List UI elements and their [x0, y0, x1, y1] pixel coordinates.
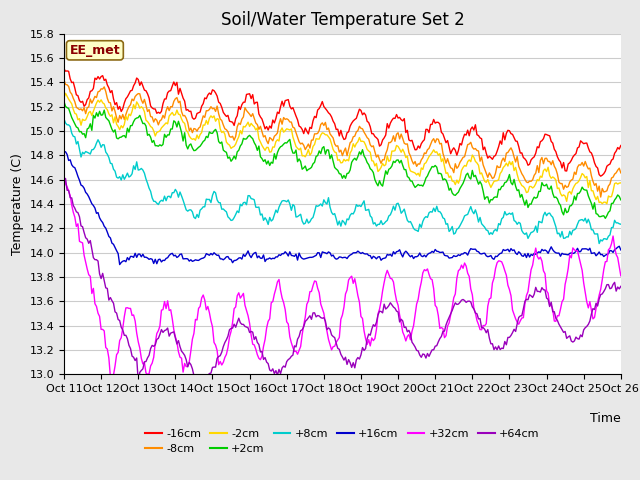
+8cm	[377, 218, 385, 224]
-8cm	[164, 104, 172, 109]
+32cm	[76, 239, 83, 244]
-16cm	[76, 98, 83, 104]
+2cm	[60, 99, 68, 105]
+16cm	[397, 251, 405, 257]
-16cm	[597, 173, 605, 179]
+16cm	[379, 256, 387, 262]
+16cm	[165, 252, 173, 258]
+8cm	[617, 221, 625, 227]
+2cm	[602, 216, 609, 221]
Text: EE_met: EE_met	[70, 44, 120, 57]
Line: +64cm: +64cm	[64, 178, 621, 382]
+64cm	[397, 316, 405, 322]
-2cm	[603, 201, 611, 207]
-8cm	[617, 170, 625, 176]
Line: +2cm: +2cm	[64, 102, 621, 218]
-16cm	[164, 90, 172, 96]
Title: Soil/Water Temperature Set 2: Soil/Water Temperature Set 2	[221, 11, 464, 29]
Line: +8cm: +8cm	[64, 119, 621, 243]
-2cm	[397, 149, 405, 155]
-8cm	[396, 136, 403, 142]
-2cm	[550, 175, 558, 181]
+64cm	[410, 341, 417, 347]
-16cm	[396, 115, 403, 120]
+8cm	[60, 116, 68, 122]
+16cm	[617, 247, 625, 253]
-2cm	[61, 90, 69, 96]
-16cm	[377, 142, 385, 148]
+32cm	[410, 323, 417, 329]
+32cm	[379, 288, 387, 294]
-16cm	[408, 137, 416, 143]
+8cm	[164, 194, 172, 200]
-8cm	[549, 158, 557, 164]
Legend: -16cm, -8cm, -2cm, +2cm, +8cm, +16cm, +32cm, +64cm: -16cm, -8cm, -2cm, +2cm, +8cm, +16cm, +3…	[141, 424, 544, 459]
-8cm	[60, 77, 68, 83]
-2cm	[379, 161, 387, 167]
-2cm	[60, 95, 68, 101]
+32cm	[106, 374, 115, 380]
-8cm	[76, 107, 83, 112]
Line: +16cm: +16cm	[64, 152, 621, 264]
+64cm	[134, 379, 142, 384]
+2cm	[617, 197, 625, 203]
+16cm	[76, 178, 83, 183]
Line: +32cm: +32cm	[64, 176, 621, 377]
+32cm	[165, 308, 173, 313]
+2cm	[549, 191, 557, 196]
+32cm	[550, 318, 558, 324]
+2cm	[408, 178, 416, 184]
+8cm	[76, 146, 83, 152]
+64cm	[60, 175, 68, 181]
-2cm	[410, 169, 417, 175]
-8cm	[408, 158, 416, 164]
-16cm	[617, 143, 625, 148]
+8cm	[549, 215, 557, 220]
+8cm	[408, 222, 416, 228]
+2cm	[76, 129, 83, 134]
Text: Time: Time	[590, 412, 621, 425]
Y-axis label: Temperature (C): Temperature (C)	[11, 153, 24, 255]
+64cm	[617, 284, 625, 289]
+2cm	[377, 181, 385, 187]
-2cm	[77, 122, 85, 128]
+16cm	[550, 249, 558, 254]
-8cm	[597, 194, 605, 200]
-8cm	[377, 160, 385, 166]
+32cm	[397, 320, 405, 325]
+2cm	[164, 132, 172, 138]
+32cm	[60, 173, 68, 179]
Line: -16cm: -16cm	[64, 69, 621, 176]
+8cm	[396, 204, 403, 210]
+16cm	[116, 262, 124, 267]
Line: -2cm: -2cm	[64, 93, 621, 204]
+2cm	[396, 160, 403, 166]
-16cm	[549, 140, 557, 146]
-16cm	[60, 66, 68, 72]
+64cm	[550, 309, 558, 314]
+64cm	[76, 214, 83, 220]
+32cm	[617, 273, 625, 278]
+64cm	[165, 333, 173, 339]
+64cm	[379, 310, 387, 316]
+16cm	[410, 256, 417, 262]
-2cm	[165, 113, 173, 119]
+16cm	[60, 149, 68, 155]
Line: -8cm: -8cm	[64, 80, 621, 197]
+8cm	[595, 240, 603, 246]
-2cm	[617, 180, 625, 186]
